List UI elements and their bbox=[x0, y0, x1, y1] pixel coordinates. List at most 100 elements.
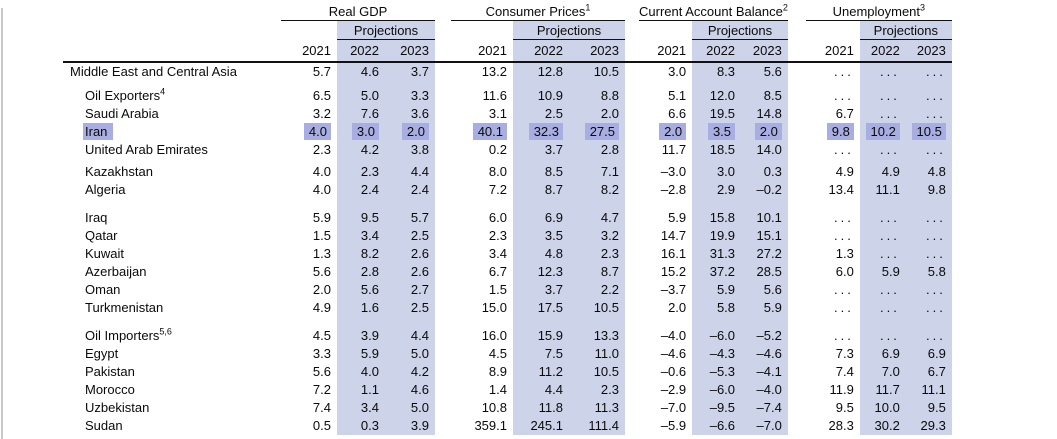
cell-value: 11.7 bbox=[875, 382, 900, 397]
cell-value: 2.6 bbox=[410, 246, 429, 261]
value-cell: 0.5 bbox=[281, 417, 337, 435]
cell-value: 4.2 bbox=[360, 142, 379, 157]
cell-value: ... bbox=[879, 328, 900, 343]
value-cell: 6.5 bbox=[281, 81, 337, 105]
column-gap bbox=[625, 105, 639, 123]
cell-value: 3.7 bbox=[544, 142, 563, 157]
cell-value: 5.0 bbox=[410, 400, 429, 415]
column-gap bbox=[788, 417, 806, 435]
cell-value: 2.3 bbox=[312, 142, 331, 157]
page-left-border bbox=[1, 8, 3, 439]
column-gap bbox=[625, 299, 639, 317]
row-label-text: Oman bbox=[85, 282, 121, 297]
column-gap bbox=[788, 81, 806, 105]
value-cell: 8.5 bbox=[741, 81, 788, 105]
value-cell: ... bbox=[806, 141, 860, 159]
value-cell: 6.0 bbox=[451, 199, 513, 227]
cell-value: –2.9 bbox=[660, 382, 687, 397]
value-cell: 359.1 bbox=[451, 417, 513, 435]
cell-value: 7.4 bbox=[312, 400, 331, 415]
cell-value: 16.0 bbox=[481, 328, 507, 343]
value-cell: 27.2 bbox=[741, 245, 788, 263]
value-cell: –4.6 bbox=[741, 345, 788, 363]
cell-value: ... bbox=[879, 300, 900, 315]
cell-value: –7.4 bbox=[756, 400, 782, 415]
value-cell: 6.7 bbox=[906, 363, 952, 381]
cell-value: 2.0 bbox=[401, 123, 429, 140]
value-cell: ... bbox=[806, 227, 860, 245]
row-label-text: Pakistan bbox=[85, 364, 135, 379]
cell-value: 1.3 bbox=[835, 246, 854, 261]
column-gap bbox=[435, 245, 451, 263]
cell-value: 5.6 bbox=[312, 264, 331, 279]
column-gap bbox=[435, 345, 451, 363]
value-cell: 7.2 bbox=[451, 181, 513, 199]
cell-value: 6.0 bbox=[488, 210, 507, 225]
column-gap bbox=[788, 245, 806, 263]
value-cell: ... bbox=[860, 62, 906, 81]
label-column-header bbox=[63, 2, 281, 21]
cell-value: 13.4 bbox=[828, 182, 854, 197]
value-cell: 4.2 bbox=[385, 363, 435, 381]
column-gap bbox=[625, 181, 639, 199]
year-header: 2021 bbox=[805, 39, 860, 63]
cell-value: –6.0 bbox=[709, 328, 736, 343]
value-cell: ... bbox=[806, 317, 860, 345]
cell-value: 4.5 bbox=[488, 346, 507, 361]
value-cell: 4.8 bbox=[513, 245, 569, 263]
column-gap bbox=[788, 381, 806, 399]
cell-value: –4.6 bbox=[756, 346, 782, 361]
column-gap bbox=[788, 123, 806, 141]
value-cell: 6.9 bbox=[860, 345, 906, 363]
value-cell: 2.6 bbox=[385, 245, 435, 263]
year-2021-spacer bbox=[281, 21, 337, 40]
label-column-header bbox=[63, 39, 281, 63]
value-cell: 5.9 bbox=[639, 199, 692, 227]
cell-value: 10.2 bbox=[865, 123, 900, 140]
column-gap bbox=[625, 123, 639, 141]
value-cell: 2.3 bbox=[337, 159, 385, 181]
cell-value: 3.7 bbox=[544, 282, 563, 297]
cell-value: 7.2 bbox=[312, 382, 331, 397]
row-label-text: Algeria bbox=[85, 182, 126, 197]
column-gap bbox=[435, 317, 451, 345]
value-cell: 28.5 bbox=[741, 263, 788, 281]
cell-value: ... bbox=[879, 246, 900, 261]
cell-value: 29.3 bbox=[920, 418, 946, 433]
column-gap bbox=[625, 81, 639, 105]
value-cell: 5.0 bbox=[385, 399, 435, 417]
value-cell: 12.8 bbox=[513, 62, 569, 81]
cell-value: –0.6 bbox=[660, 364, 687, 379]
value-cell: 2.3 bbox=[281, 141, 337, 159]
footnote-marker: 3 bbox=[920, 2, 926, 13]
value-cell: 15.1 bbox=[741, 227, 788, 245]
row-label: Azerbaijan bbox=[63, 263, 281, 281]
cell-value: 3.0 bbox=[716, 164, 736, 179]
cell-value: –5.2 bbox=[756, 328, 782, 343]
column-gap bbox=[625, 417, 639, 435]
value-cell: 0.2 bbox=[451, 141, 513, 159]
cell-value: 11.6 bbox=[482, 88, 507, 103]
value-cell: –7.4 bbox=[741, 399, 788, 417]
value-cell: 8.7 bbox=[513, 181, 569, 199]
value-cell: ... bbox=[860, 245, 906, 263]
footnote-marker: 5,6 bbox=[159, 326, 172, 337]
table-row: Kazakhstan 4.0 2.3 4.4 8.0 8.5 7.1 –3.0 3.0 0.3 4.… bbox=[63, 159, 952, 181]
cell-value: 5.7 bbox=[410, 210, 429, 225]
cell-value: 32.3 bbox=[528, 123, 563, 140]
cell-value: 1.1 bbox=[360, 382, 379, 397]
column-gap bbox=[435, 105, 451, 123]
value-cell: 3.6 bbox=[385, 105, 435, 123]
column-gap bbox=[435, 199, 451, 227]
value-cell: 1.3 bbox=[281, 245, 337, 263]
value-cell: –0.6 bbox=[639, 363, 692, 381]
value-cell: 5.8 bbox=[906, 263, 952, 281]
cell-value: 2.6 bbox=[410, 264, 429, 279]
column-gap bbox=[435, 2, 451, 21]
value-cell: ... bbox=[806, 81, 860, 105]
value-cell: 5.6 bbox=[741, 281, 788, 299]
footnote-marker: 1 bbox=[585, 2, 591, 13]
value-cell: 11.2 bbox=[513, 363, 569, 381]
value-cell: 10.0 bbox=[860, 399, 906, 417]
table-row: Middle East and Central Asia 5.7 4.6 3.7 13.… bbox=[63, 62, 952, 81]
